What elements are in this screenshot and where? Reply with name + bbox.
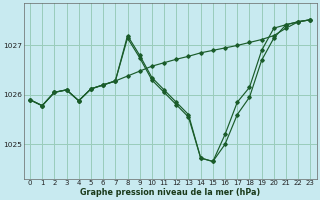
X-axis label: Graphe pression niveau de la mer (hPa): Graphe pression niveau de la mer (hPa) [80,188,260,197]
